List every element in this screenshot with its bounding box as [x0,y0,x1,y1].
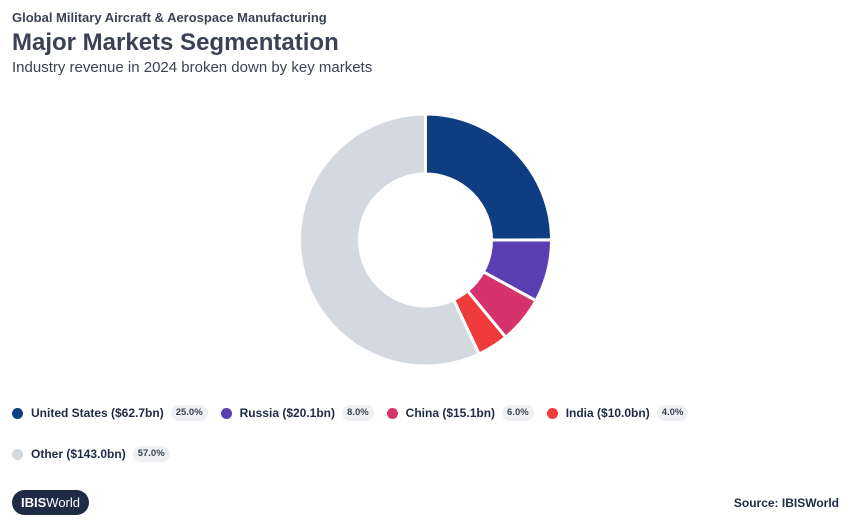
legend-percent-united-states: 25.0% [170,405,208,421]
chart-subtitle: Industry revenue in 2024 broken down by … [12,59,373,76]
legend-item-other[interactable]: Other ($143.0bn) 57.0% [12,446,170,462]
legend-percent-russia: 8.0% [342,405,374,421]
legend-label-other: Other ($143.0bn) [31,447,126,461]
legend-percent-other: 57.0% [132,446,170,462]
logo-bold-text: IBIS [21,495,47,510]
legend-row-1: United States ($62.7bn) 25.0% Russia ($2… [12,403,701,423]
legend-swatch-other [12,448,23,460]
legend-item-russia[interactable]: Russia ($20.1bn) 8.0% [220,405,374,421]
legend-label-russia: Russia ($20.1bn) [239,406,336,420]
legend-label-china: China ($15.1bn) [405,406,496,420]
legend-percent-india: 4.0% [656,405,689,421]
donut-slice-united-states[interactable] [424,112,553,242]
ibisworld-logo[interactable]: IBISWorld [12,490,90,515]
legend-item-india[interactable]: India ($10.0bn) 4.0% [546,405,689,421]
legend-label-india: India ($10.0bn) [565,406,650,420]
donut-slice-other[interactable] [298,112,481,368]
legend-swatch-china [386,407,398,419]
chart-supertitle: Global Military Aircraft & Aerospace Man… [12,10,327,25]
logo-text: World [46,495,81,510]
legend-label-united-states: United States ($62.7bn) [31,406,164,420]
legend-item-china[interactable]: China ($15.1bn) 6.0% [386,405,534,421]
chart-title: Major Markets Segmentation [12,29,339,56]
legend-swatch-united-states [12,407,23,419]
donut-chart [298,112,554,368]
legend-swatch-india [546,407,558,419]
legend-row-2: Other ($143.0bn) 57.0% [12,444,183,464]
legend-percent-china: 6.0% [502,405,534,421]
legend-swatch-russia [220,407,232,419]
source-note: Source: IBISWorld [733,496,839,510]
legend-item-united-states[interactable]: United States ($62.7bn) 25.0% [12,405,208,421]
